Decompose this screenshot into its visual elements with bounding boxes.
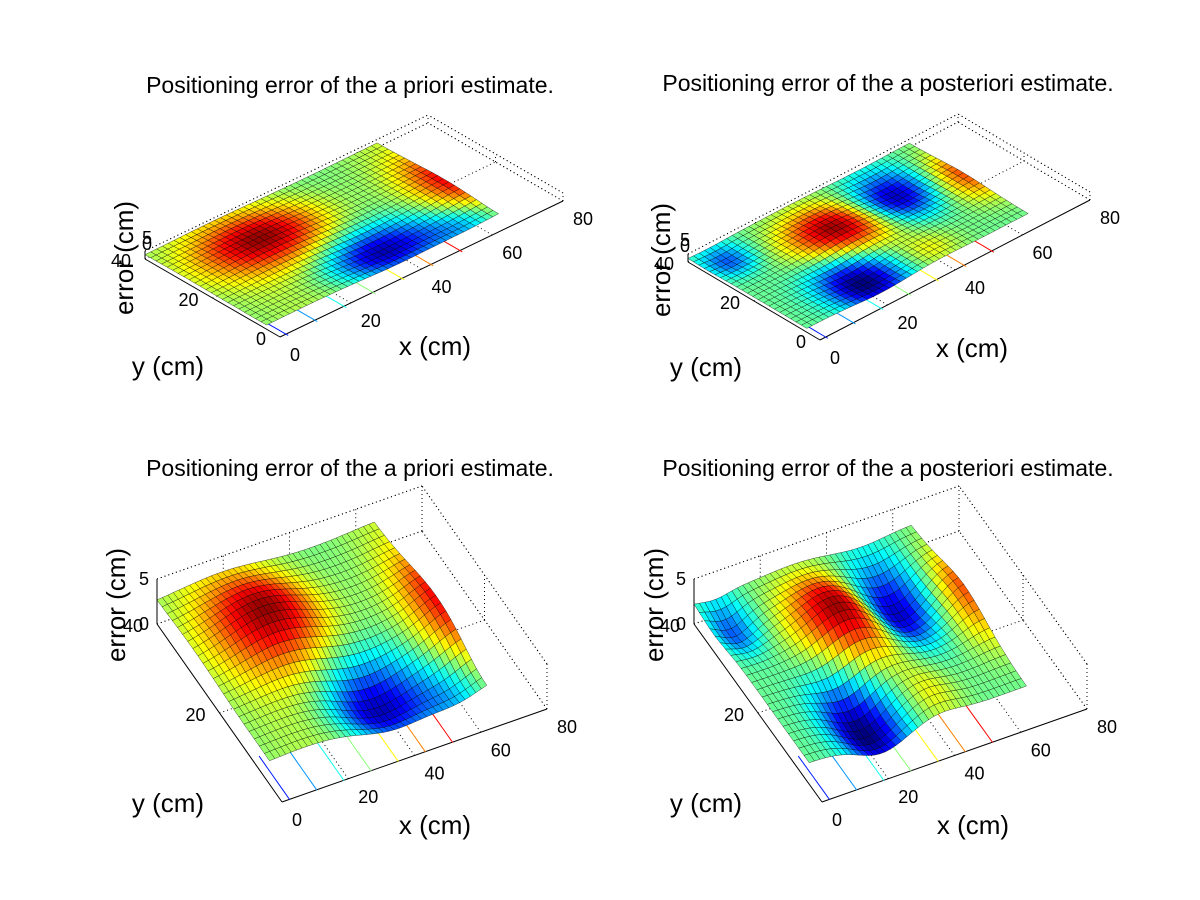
x-tick-label: 80 xyxy=(1100,208,1120,228)
chart-title: Positioning error of the a priori estima… xyxy=(146,455,554,481)
grid-line xyxy=(693,485,960,580)
surface-patch xyxy=(486,210,499,218)
surface xyxy=(693,524,1027,763)
z-tick-label: 0 xyxy=(142,234,152,254)
y-tick-label: 40 xyxy=(123,616,143,636)
z-axis-label: error (cm) xyxy=(109,201,139,315)
x-axis xyxy=(281,708,548,803)
grid-line xyxy=(421,485,548,665)
surface-patch xyxy=(1015,678,1027,689)
x-tick-label: 0 xyxy=(290,345,300,365)
z-tick-label: 5 xyxy=(676,569,686,589)
grid-line xyxy=(687,113,959,255)
x-tick-label: 20 xyxy=(361,311,381,331)
x-tick-label: 20 xyxy=(898,787,918,807)
subplot-3 xyxy=(156,485,548,803)
y-axis xyxy=(693,623,823,803)
x-tick-label: 60 xyxy=(1033,243,1053,263)
contour-line xyxy=(960,698,994,743)
y-axis xyxy=(687,261,821,341)
z-tick-label: 5 xyxy=(139,569,149,589)
y-tick-label: 40 xyxy=(660,616,680,636)
y-tick-label: 20 xyxy=(724,705,744,725)
chart-title: Positioning error of the a posteriori es… xyxy=(662,455,1113,481)
subplot-2 xyxy=(687,113,1091,341)
y-axis-label: y (cm) xyxy=(132,788,204,818)
x-tick-label: 40 xyxy=(965,764,985,784)
contour-line xyxy=(933,708,966,753)
grid-line xyxy=(144,114,429,252)
x-tick-label: 20 xyxy=(898,313,918,333)
y-tick-label: 0 xyxy=(796,332,806,352)
surface xyxy=(144,142,499,326)
y-axis xyxy=(156,623,283,803)
surface xyxy=(687,143,1029,329)
x-tick-label: 60 xyxy=(491,740,511,760)
subplot-4 xyxy=(693,485,1088,803)
grid-line xyxy=(958,485,1088,665)
x-tick-label: 20 xyxy=(358,787,378,807)
y-axis-label: y (cm) xyxy=(670,352,742,382)
grid-line xyxy=(957,113,1091,193)
x-axis-label: x (cm) xyxy=(937,810,1009,840)
z-tick-label: 5 xyxy=(680,230,690,250)
surface xyxy=(156,521,488,762)
z-axis-label: error (cm) xyxy=(101,548,131,662)
x-tick-label: 40 xyxy=(425,764,445,784)
z-axis-label: error (cm) xyxy=(646,203,676,317)
grid-line xyxy=(826,577,955,756)
x-tick-label: 0 xyxy=(832,810,842,830)
surface-patch xyxy=(476,677,488,690)
grid-line xyxy=(421,530,548,710)
x-axis xyxy=(819,199,1091,341)
x-tick-label: 40 xyxy=(432,277,452,297)
grid-line xyxy=(892,553,1022,733)
chart-title: Positioning error of the a posteriori es… xyxy=(662,70,1113,96)
grid-line xyxy=(958,530,1088,710)
y-axis-label: y (cm) xyxy=(670,788,742,818)
x-tick-label: 60 xyxy=(1031,740,1051,760)
z-tick-label: 5 xyxy=(142,228,152,248)
y-tick-label: 20 xyxy=(178,290,198,310)
y-tick-label: 40 xyxy=(654,254,674,274)
x-axis-label: x (cm) xyxy=(399,331,471,361)
y-tick-label: 0 xyxy=(256,329,266,349)
x-axis-label: x (cm) xyxy=(399,810,471,840)
grid-line xyxy=(957,121,1091,201)
z-axis-label: error (cm) xyxy=(639,548,669,662)
x-axis xyxy=(279,200,564,338)
x-axis xyxy=(821,708,1088,803)
y-axis-label: y (cm) xyxy=(132,351,204,381)
y-axis xyxy=(144,258,281,338)
x-axis-label: x (cm) xyxy=(936,333,1008,363)
x-tick-label: 0 xyxy=(292,810,302,830)
contour-line xyxy=(258,755,291,801)
contour-line xyxy=(312,736,345,781)
chart-title: Positioning error of the a priori estima… xyxy=(146,72,554,98)
surface-patch xyxy=(1016,210,1029,217)
grid-line xyxy=(156,485,423,580)
grid-line xyxy=(427,114,564,194)
subplot-1 xyxy=(144,114,564,338)
y-tick-label: 40 xyxy=(111,251,131,271)
x-tick-label: 0 xyxy=(830,348,840,368)
x-tick-label: 80 xyxy=(1097,717,1117,737)
y-tick-label: 20 xyxy=(185,705,205,725)
z-tick-label: 0 xyxy=(680,236,690,256)
x-tick-label: 40 xyxy=(965,278,985,298)
x-tick-label: 60 xyxy=(502,243,522,263)
y-tick-label: 20 xyxy=(720,293,740,313)
z-tick-label: 0 xyxy=(139,614,149,634)
contour-line xyxy=(797,755,831,801)
z-tick-label: 0 xyxy=(676,614,686,634)
x-tick-label: 80 xyxy=(557,717,577,737)
contour-line xyxy=(285,746,318,791)
x-tick-label: 80 xyxy=(573,209,593,229)
